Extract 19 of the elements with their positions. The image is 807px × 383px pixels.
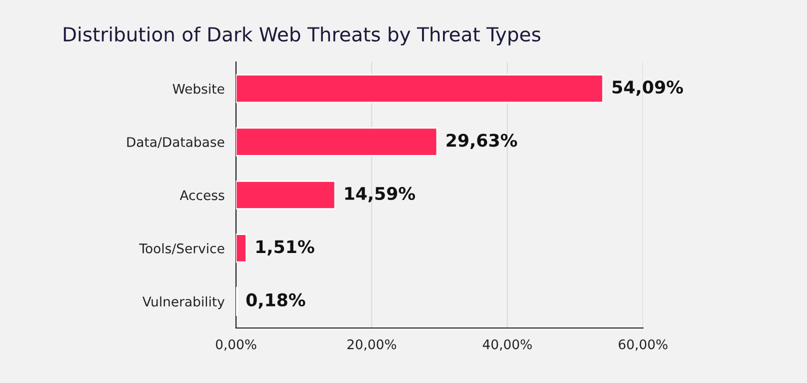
bar bbox=[236, 127, 438, 156]
y-tick-label: Tools/Service bbox=[139, 243, 224, 254]
x-tick-label: 40,00% bbox=[482, 339, 532, 351]
data-label: 29,63% bbox=[446, 134, 518, 150]
data-label: 14,59% bbox=[345, 186, 416, 202]
x-tick-label: 0,00% bbox=[216, 339, 256, 351]
x-tick-label: 60,00% bbox=[618, 339, 668, 351]
y-tick-label: Access bbox=[180, 190, 224, 200]
x-tick-label: 20,00% bbox=[347, 339, 396, 351]
bar bbox=[236, 180, 336, 210]
y-tick-label: Vulnerability bbox=[142, 296, 224, 310]
data-label: 54,09% bbox=[612, 80, 683, 96]
chart-title: Distribution of Dark Web Threats by Threat Types bbox=[64, 26, 540, 46]
y-tick-label: Data/Database bbox=[127, 136, 224, 148]
data-label: 0,18% bbox=[246, 293, 306, 309]
bar bbox=[236, 234, 247, 263]
data-label: 1,51% bbox=[256, 240, 314, 256]
y-tick-label: Website bbox=[172, 84, 224, 94]
bar bbox=[236, 74, 604, 104]
